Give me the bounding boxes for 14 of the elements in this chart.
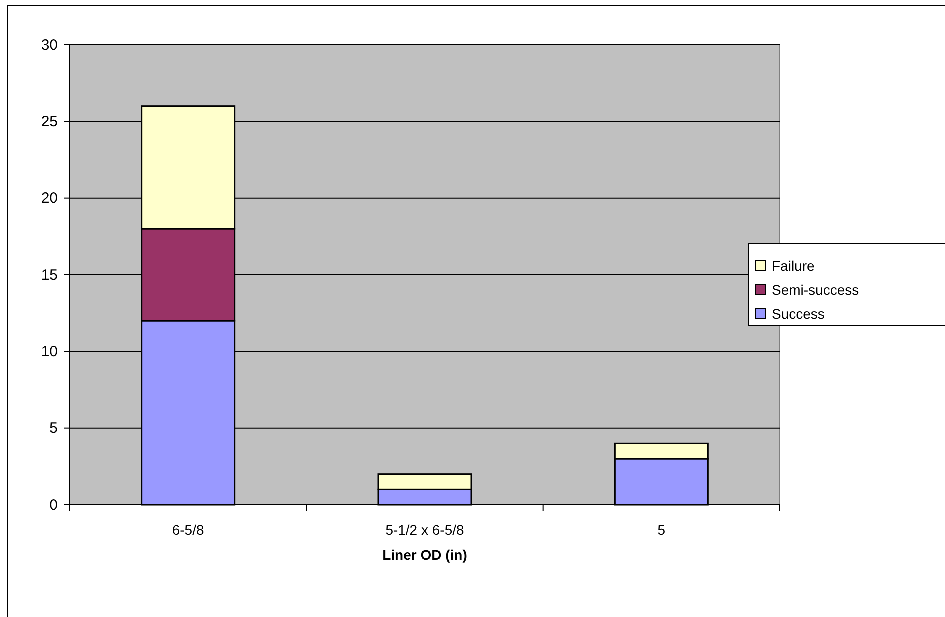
x-tick-label: 5-1/2 x 6-5/8: [386, 522, 465, 538]
y-tick-label: 25: [41, 113, 58, 130]
y-tick-label: 0: [50, 496, 58, 514]
y-tick-label: 30: [41, 36, 58, 54]
legend-label: Failure: [772, 258, 816, 274]
y-tick-label: 15: [41, 266, 58, 284]
x-tick-label: 5: [658, 522, 666, 538]
y-tick-label: 5: [50, 420, 58, 438]
y-tick-label: 10: [41, 343, 58, 360]
legend-label: Semi-success: [772, 282, 860, 298]
legend-label: Success: [772, 306, 825, 322]
y-tick-label: 20: [41, 190, 58, 208]
x-axis-title: Liner OD (in): [382, 547, 468, 563]
x-tick-label: 6-5/8: [172, 522, 204, 538]
